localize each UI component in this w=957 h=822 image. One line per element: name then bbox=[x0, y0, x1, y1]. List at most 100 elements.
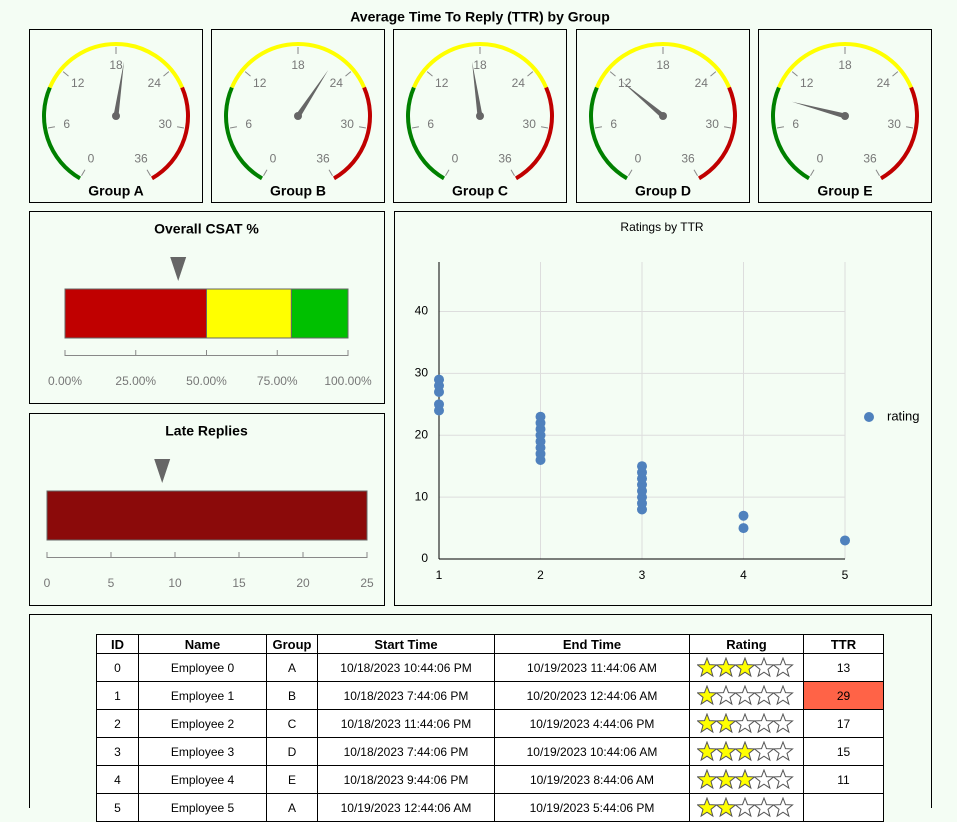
table-cell: B bbox=[266, 681, 318, 710]
gauge-tick-label: 0 bbox=[452, 151, 459, 165]
gauge-tick-label: 36 bbox=[498, 151, 512, 165]
y-tick-label: 20 bbox=[415, 427, 429, 441]
table-cell: 10/19/2023 4:44:06 PM bbox=[494, 709, 690, 738]
panel bbox=[211, 29, 385, 203]
star bbox=[771, 712, 794, 733]
x-tick-label: 3 bbox=[639, 568, 646, 582]
legend-label: rating bbox=[887, 408, 920, 423]
gauge-title: Group B bbox=[270, 183, 326, 199]
gauge-tick-label: 6 bbox=[63, 117, 70, 131]
table-cell: 10/19/2023 8:44:06 AM bbox=[494, 765, 690, 794]
star bbox=[771, 656, 794, 677]
point bbox=[535, 411, 546, 422]
gauge-tick-label: 6 bbox=[427, 117, 434, 131]
gauge-needle bbox=[791, 101, 846, 119]
table-cell: 4 bbox=[96, 765, 139, 794]
gauge-tick bbox=[411, 126, 420, 129]
bullet-band bbox=[206, 288, 292, 339]
bullet-band bbox=[46, 490, 368, 541]
table-cell: 29 bbox=[803, 681, 884, 710]
gauge-band bbox=[224, 86, 264, 181]
star bbox=[733, 684, 756, 705]
panel bbox=[576, 29, 750, 203]
gauge-hub bbox=[476, 112, 484, 120]
star bbox=[771, 684, 794, 705]
gauge-tick-label: 36 bbox=[134, 151, 148, 165]
y-tick-label: 30 bbox=[415, 366, 429, 380]
table-cell: Employee 3 bbox=[138, 737, 267, 766]
star bbox=[695, 656, 718, 677]
x-tick-label: 1 bbox=[436, 568, 443, 582]
x-tick-label: 75.00% bbox=[257, 374, 298, 388]
gauge-title: Group E bbox=[817, 183, 872, 199]
gauge-tick-label: 0 bbox=[88, 151, 95, 165]
gauge-tick bbox=[62, 71, 69, 77]
table-cell: A bbox=[266, 653, 318, 682]
table-cell: 0 bbox=[96, 653, 139, 682]
gauge-hub bbox=[659, 112, 667, 120]
star bbox=[733, 656, 756, 677]
gauge-tick bbox=[594, 126, 603, 129]
point bbox=[738, 510, 749, 521]
table-cell: 10/20/2023 12:44:06 AM bbox=[494, 681, 690, 710]
gauge-tick bbox=[345, 71, 352, 77]
gauge-tick-label: 30 bbox=[341, 117, 355, 131]
table-panel bbox=[29, 614, 932, 808]
rating-stars bbox=[695, 768, 794, 789]
y-tick-label: 0 bbox=[421, 551, 428, 565]
table-row: 4 Employee 4 E 10/18/2023 9:44:06 PM 10/19/2… bbox=[96, 765, 884, 794]
gauge-tick bbox=[723, 126, 732, 129]
rating-cell bbox=[689, 709, 804, 738]
table-cell: 1 bbox=[96, 681, 139, 710]
gauge-tick bbox=[81, 169, 86, 177]
star bbox=[695, 740, 718, 761]
gauge-title: Group A bbox=[88, 183, 143, 199]
rating-stars bbox=[695, 656, 794, 677]
x-tick-label: 5 bbox=[842, 568, 849, 582]
table-cell: 10/19/2023 10:44:06 AM bbox=[494, 737, 690, 766]
x-tick-label: 5 bbox=[108, 576, 115, 590]
star bbox=[733, 740, 756, 761]
gauge-tick bbox=[609, 71, 616, 77]
y-tick-label: 40 bbox=[415, 304, 429, 318]
table-cell: 10/18/2023 7:44:06 PM bbox=[317, 737, 495, 766]
panel bbox=[29, 211, 385, 404]
gauge-needle bbox=[113, 61, 124, 117]
table-row: 0 Employee 0 A 10/18/2023 10:44:06 PM 10/19/… bbox=[96, 653, 884, 682]
table-cell: Employee 1 bbox=[138, 681, 267, 710]
star bbox=[714, 712, 737, 733]
gauge-tick-label: 36 bbox=[863, 151, 877, 165]
bullet-marker bbox=[154, 459, 171, 483]
x-tick-label: 50.00% bbox=[186, 374, 227, 388]
x-tick-label: 100.00% bbox=[324, 374, 372, 388]
gauge-title: Group D bbox=[635, 183, 691, 199]
gauge-band bbox=[879, 86, 919, 181]
table-cell: 15 bbox=[803, 737, 884, 766]
gauge-tick bbox=[176, 126, 185, 129]
rating-cell bbox=[689, 681, 804, 710]
table-cell: 13 bbox=[803, 653, 884, 682]
gauge-tick-label: 36 bbox=[316, 151, 330, 165]
x-tick-label: 2 bbox=[537, 568, 544, 582]
star bbox=[771, 796, 794, 817]
gauge-tick-label: 30 bbox=[888, 117, 902, 131]
table-row: 3 Employee 3 D 10/18/2023 7:44:06 PM 10/19/2… bbox=[96, 737, 884, 766]
rating-cell bbox=[689, 737, 804, 766]
rating-stars bbox=[695, 684, 794, 705]
star bbox=[714, 740, 737, 761]
star bbox=[714, 684, 737, 705]
star bbox=[733, 712, 756, 733]
legend-marker bbox=[864, 412, 874, 422]
gauge-tick bbox=[693, 169, 698, 177]
gauge-needle bbox=[472, 61, 483, 117]
star bbox=[714, 796, 737, 817]
gauge-tick-label: 12 bbox=[253, 76, 267, 90]
gauge-tick-label: 6 bbox=[792, 117, 799, 131]
rating-stars bbox=[695, 712, 794, 733]
gauge-tick-label: 18 bbox=[473, 58, 487, 72]
gauge-tick-label: 24 bbox=[877, 76, 891, 90]
star bbox=[752, 684, 775, 705]
column-header: TTR bbox=[803, 634, 884, 654]
